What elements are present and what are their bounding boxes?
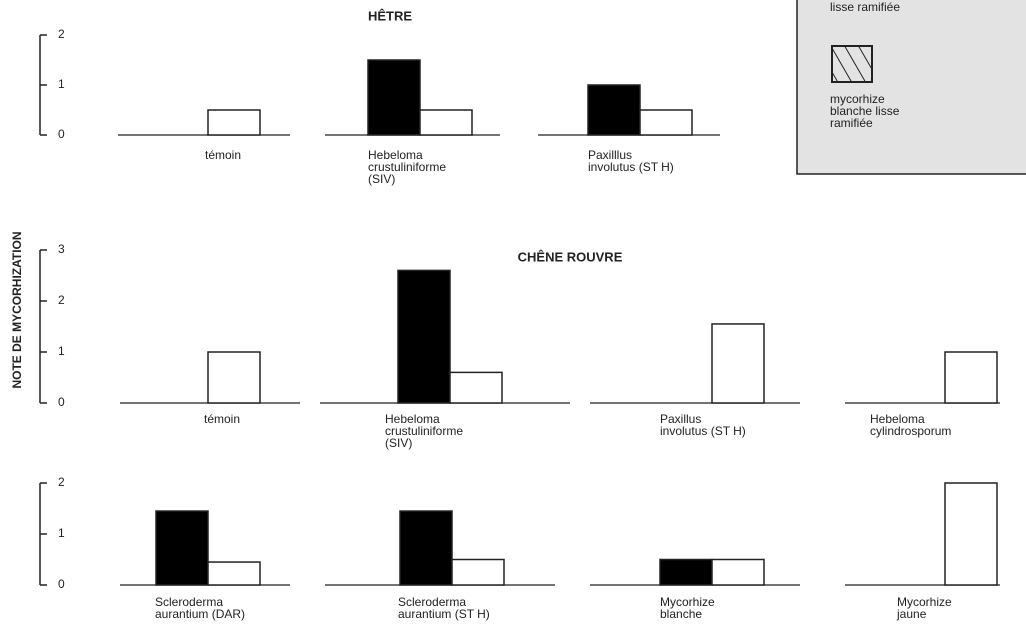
x-tick-label: Scleroderma <box>155 595 223 609</box>
x-tick-label: témoin <box>204 412 240 426</box>
y-tick-label: 2 <box>58 293 65 307</box>
y-tick-label: 0 <box>58 127 65 141</box>
x-tick-label: Paxilllus <box>588 148 632 162</box>
y-tick-label: 2 <box>58 475 65 489</box>
x-tick-label: crustuliniforme <box>385 424 463 438</box>
x-tick-label: involutus (ST H) <box>588 160 674 174</box>
chart-title: HÊTRE <box>368 8 412 23</box>
x-tick-label: jaune <box>896 607 927 621</box>
bar <box>207 109 261 136</box>
legend-label: ramifiée <box>830 116 873 130</box>
x-tick-label: aurantium (ST H) <box>398 607 490 621</box>
y-tick-label: 1 <box>58 526 65 540</box>
x-tick-label: crustuliniforme <box>368 160 446 174</box>
bar <box>399 510 453 586</box>
bar <box>451 558 505 586</box>
chart-title: CHÊNE ROUVRE <box>518 249 623 264</box>
y-axis-label: NOTE DE MYCORHIZATION <box>10 231 24 388</box>
bar <box>207 351 261 404</box>
y-tick-label: 0 <box>58 577 65 591</box>
x-tick-label: (SIV) <box>368 172 395 186</box>
legend-label: blanche lisse <box>830 104 900 118</box>
bar <box>449 371 503 404</box>
x-tick-label: (SIV) <box>385 436 412 450</box>
y-tick-label: 2 <box>58 27 65 41</box>
y-tick-label: 1 <box>58 344 65 358</box>
x-tick-label: témoin <box>205 148 241 162</box>
legend-swatch <box>831 45 873 83</box>
y-tick-label: 1 <box>58 77 65 91</box>
bar <box>419 109 473 136</box>
x-tick-label: involutus (ST H) <box>660 424 746 438</box>
x-tick-label: Hebeloma <box>385 412 440 426</box>
x-tick-label: Paxillus <box>660 412 701 426</box>
x-tick-label: Hebeloma <box>368 148 423 162</box>
x-tick-label: aurantium (DAR) <box>155 607 245 621</box>
bar <box>367 59 421 136</box>
y-tick-label: 3 <box>58 242 65 256</box>
x-tick-label: Mycorhize <box>660 595 715 609</box>
bar <box>639 109 693 136</box>
bar <box>944 482 998 586</box>
bar <box>944 351 998 404</box>
bar <box>711 323 765 404</box>
bar <box>711 558 765 586</box>
y-tick-label: 0 <box>58 395 65 409</box>
bar <box>155 510 209 586</box>
legend-box <box>796 0 1026 175</box>
bar <box>397 269 451 404</box>
x-tick-label: Mycorhize <box>897 595 952 609</box>
bar <box>587 84 641 136</box>
x-tick-label: Hebeloma <box>870 412 925 426</box>
x-tick-label: cylindrosporum <box>870 424 951 438</box>
x-tick-label: blanche <box>660 607 702 621</box>
bar <box>207 561 261 586</box>
x-tick-label: Scleroderma <box>398 595 466 609</box>
legend-label: lisse ramifiée <box>830 0 900 14</box>
legend-label: mycorhize <box>830 92 885 106</box>
bar <box>659 558 713 586</box>
